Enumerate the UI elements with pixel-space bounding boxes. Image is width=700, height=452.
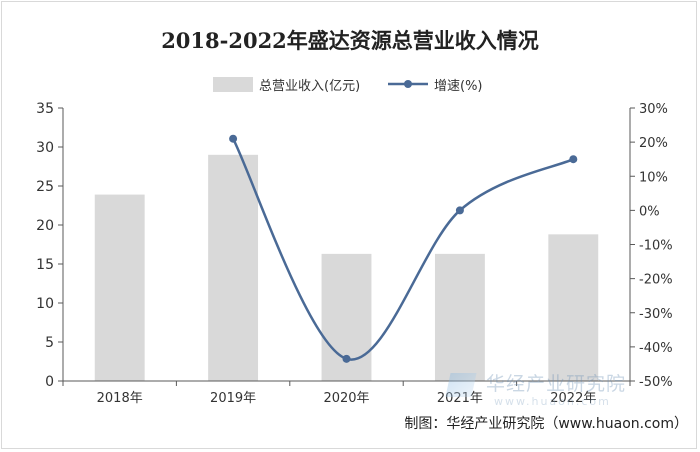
bar-3 (434, 253, 485, 381)
legend-label-revenue: 总营业收入(亿元) (259, 78, 361, 94)
growth-line (231, 138, 574, 361)
y-left-tick-label-3: 15 (36, 257, 54, 273)
x-tick-label-3: 2021年 (437, 391, 483, 406)
x-tick-label-2: 2020年 (323, 391, 369, 406)
x-tick-label-0: 2018年 (97, 391, 143, 406)
legend-label-growth: 增速(%) (434, 78, 483, 94)
y-left-tick-label-5: 25 (36, 179, 54, 195)
bar-1 (208, 154, 259, 381)
chart-title: 2018-2022年盛达资源总营业收入情况 (161, 28, 539, 53)
y-right-tick-label-2: -30% (639, 307, 673, 322)
y-right-tick-label-4: -10% (639, 239, 673, 254)
y-right-tick-label-0: -50% (639, 375, 673, 390)
y-left-tick-label-6: 30 (36, 140, 54, 156)
legend-item-growth: 增速(%) (388, 73, 483, 95)
bar-4 (548, 234, 599, 381)
growth-point-4 (569, 155, 578, 164)
y-right-tick-label-6: 10% (639, 170, 668, 185)
y-left-tick-label-4: 20 (36, 218, 54, 234)
growth-point-3 (455, 206, 464, 215)
y-left-tick-label-7: 35 (36, 101, 54, 117)
y-right-tick-label-5: 0% (639, 204, 660, 219)
legend-item-revenue: 总营业收入(亿元) (213, 73, 360, 95)
y-right-tick-label-8: 30% (639, 102, 668, 117)
growth-point-2 (342, 354, 351, 363)
y-left-tick-label-0: 0 (45, 374, 54, 390)
y-right-tick-label-3: -20% (639, 273, 673, 288)
y-left-tick-label-1: 5 (45, 335, 54, 351)
legend-bar-swatch (213, 76, 253, 92)
growth-point-1 (229, 134, 238, 143)
y-right-tick-label-1: -40% (639, 341, 673, 356)
x-tick-label-1: 2019年 (210, 391, 256, 406)
legend: 总营业收入(亿元) 增速(%) (0, 73, 700, 95)
y-left-tick-label-2: 10 (36, 296, 54, 312)
x-tick-label-4: 2022年 (550, 391, 596, 406)
bar-0 (94, 194, 145, 381)
legend-line-swatch (388, 80, 428, 88)
source-credit: 制图：华经产业研究院（www.huaon.com） (404, 416, 688, 432)
y-right-tick-label-7: 20% (639, 136, 668, 151)
